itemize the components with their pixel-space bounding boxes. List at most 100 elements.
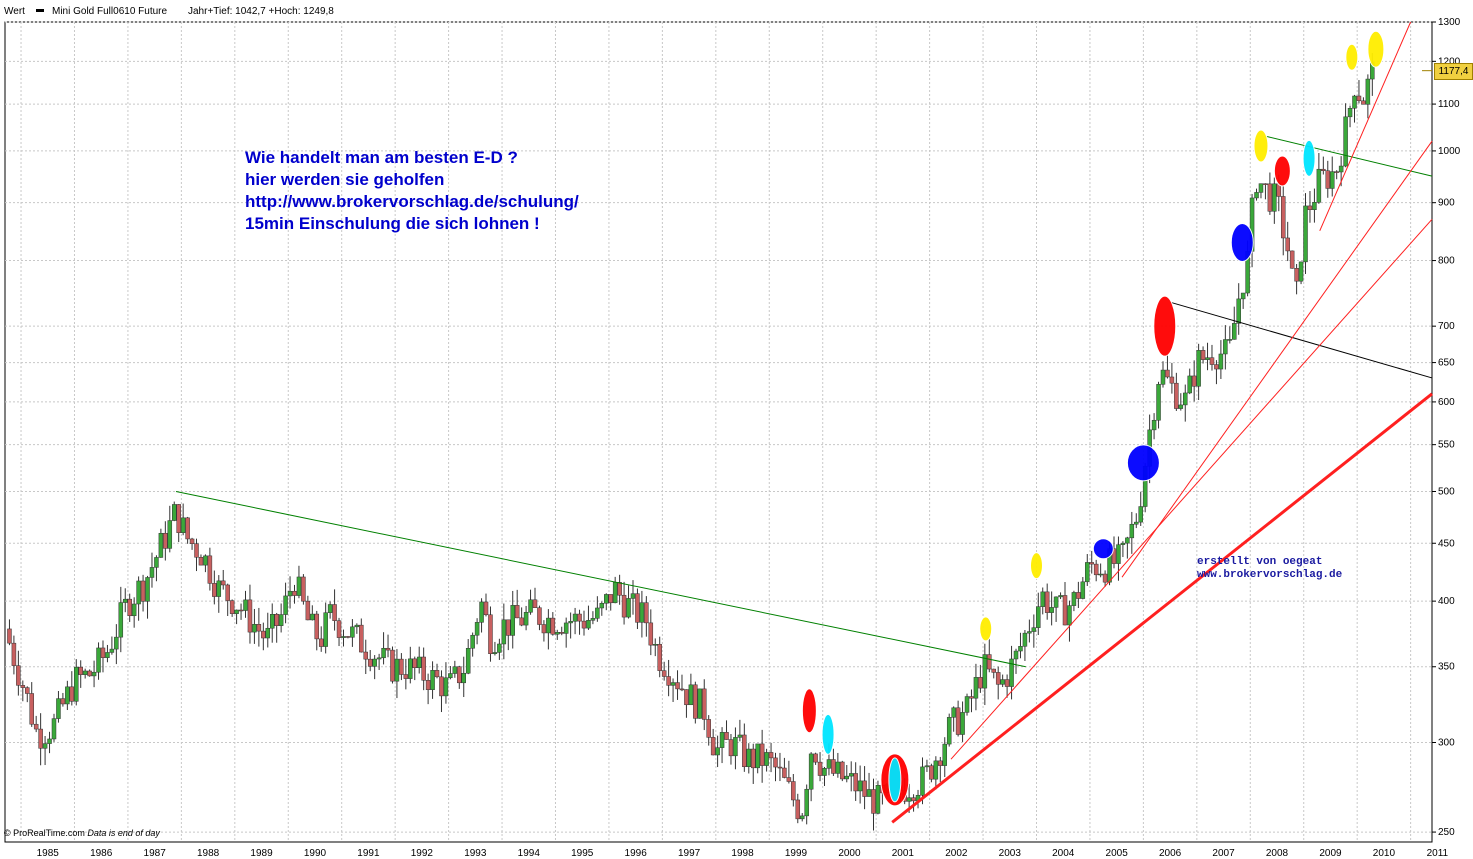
y-tick-label: 650 [1438,358,1455,369]
x-tick-label: 1999 [785,848,808,859]
candle-body [857,780,863,792]
candle-body [1218,353,1224,370]
chart-header: Wert Mini Gold Full0610 Future Jahr+Tief… [0,0,1473,22]
candle-body [791,781,796,801]
candle-body [1169,376,1175,384]
candle-body [523,612,529,626]
signal-marker [1092,538,1114,560]
candle-body [951,707,956,718]
candle-body [1365,78,1371,105]
candle-body [439,676,444,697]
candle-body [604,594,609,604]
candle-body [626,598,631,618]
candle-body [1116,544,1121,564]
candle-body [995,672,1001,685]
candle-body [345,636,351,638]
candle-body [1067,605,1072,626]
candle-body [1312,202,1317,210]
x-tick-label: 2010 [1373,848,1396,859]
candle-body [1120,542,1126,545]
candle-body [105,652,110,658]
candle-body [163,532,168,549]
candle-body [87,670,92,677]
candle-body [314,613,320,640]
y-tick-label: 1300 [1438,17,1461,28]
candle-body [991,668,996,673]
candle-body [56,698,61,719]
candle-body [1236,298,1241,324]
candle-body [1187,375,1192,394]
candle-body [804,788,809,817]
candle-body [194,543,199,558]
candle-body [501,619,507,645]
series-legend-icon [36,9,44,12]
candle-body [1062,595,1068,626]
trendline [1169,301,1433,379]
chart-footer: © ProRealTime.com Data is end of day [4,828,160,838]
range-text: Jahr+Tief: 1042,7 +Hoch: 1249,8 [188,6,334,17]
candle-body [238,609,244,612]
candle-body [305,600,311,621]
candle-body [118,602,124,638]
candle-body [483,601,489,616]
candle-body [78,666,83,675]
y-tick-label: 700 [1438,321,1455,332]
candle-body [131,603,137,617]
candle-body [862,780,867,797]
candle-body [808,753,814,790]
candle-body [1098,573,1103,576]
candle-body [559,632,564,634]
candle-body [519,617,524,626]
candle-body [1223,339,1228,355]
x-tick-label: 1995 [571,848,594,859]
y-tick-label: 350 [1438,662,1455,673]
x-tick-label: 2007 [1212,848,1235,859]
candle-body [47,738,52,744]
candle-body [978,677,983,689]
candle-body [1018,646,1023,652]
candle-body [1022,632,1028,647]
x-tick-label: 2006 [1159,848,1182,859]
candle-body [1111,548,1117,564]
candle-body [359,624,364,653]
x-tick-label: 1993 [464,848,487,859]
candle-body [225,584,230,601]
candle-body [675,682,680,690]
candle-body [434,670,440,678]
plot-area [4,21,1433,843]
candle-body [924,765,930,768]
candle-body [773,757,778,768]
signal-marker [821,713,835,755]
candle-body [1165,369,1170,378]
candle-body [1138,506,1143,523]
candle-body [506,619,511,636]
candle-body [777,766,783,769]
candle-body [955,707,961,735]
candle-body [408,658,413,679]
annotation-text: Wie handelt man am besten E-D ? hier wer… [245,147,579,235]
candle-body [853,773,858,792]
x-tick-label: 1996 [625,848,648,859]
candle-body [123,598,128,603]
candle-body [514,605,520,619]
candle-body [1134,521,1139,525]
candle-body [701,688,707,720]
copyright-icon: © [4,828,11,838]
candle-body [332,604,337,621]
candle-body [1196,350,1201,387]
candle-body [661,670,667,677]
candle-body [750,748,756,769]
candle-body [568,621,573,624]
candle-body [666,676,671,686]
candle-body [461,672,466,684]
candle-body [38,728,43,749]
candle-body [737,734,743,738]
candle-body [287,590,293,597]
candle-body [1356,95,1362,102]
candle-body [247,599,253,633]
candle-body [100,647,106,658]
instrument-name: Mini Gold Full0610 Future [52,6,168,17]
candle-body [198,557,204,566]
